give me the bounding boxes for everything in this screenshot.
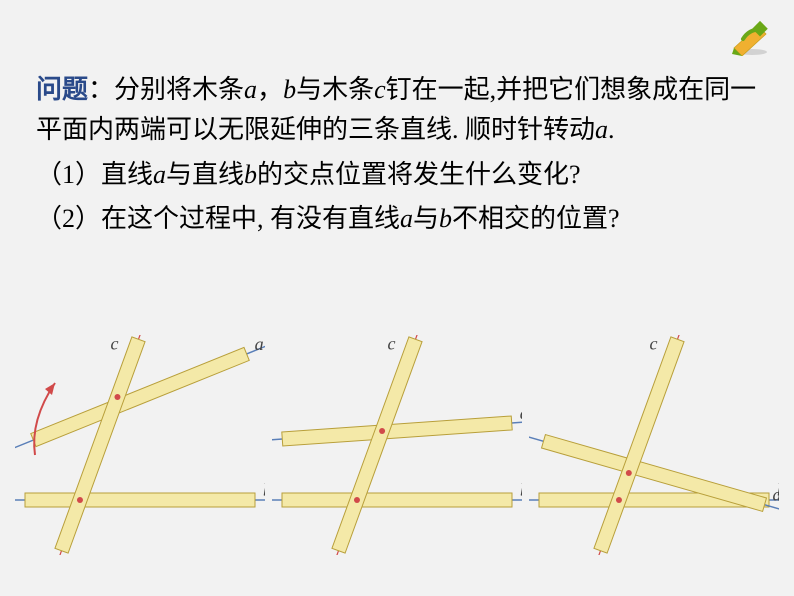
diagram-row: b a c b a c b a c [15, 335, 779, 555]
svg-text:c: c [387, 335, 395, 353]
svg-text:a: a [520, 403, 522, 423]
question-1: （1）直线a与直线b的交点位置将发生什么变化? [36, 155, 758, 195]
svg-text:c: c [110, 335, 118, 353]
diagram-3: bac [529, 335, 779, 555]
intro-line: 问题：分别将木条a，b与木条c钉在一起,并把它们想象成在同一平面内两端可以无限延… [36, 70, 758, 151]
svg-text:a: a [773, 485, 779, 505]
diagram-2: b a c [272, 335, 522, 555]
svg-text:c: c [649, 335, 657, 353]
question-2: （2）在这个过程中, 有没有直线a与b不相交的位置? [36, 199, 758, 239]
var-c: c [374, 75, 386, 104]
problem-label: 问题 [36, 75, 88, 104]
svg-text:a: a [255, 335, 264, 354]
svg-text:b: b [520, 480, 522, 500]
corner-decoration-icon [728, 20, 772, 61]
var-b: b [283, 75, 296, 104]
var-a: a [244, 75, 257, 104]
problem-text: 问题：分别将木条a，b与木条c钉在一起,并把它们想象成在同一平面内两端可以无限延… [0, 0, 794, 239]
diagram-1: b a c [15, 335, 265, 555]
pencil-icon [728, 20, 772, 56]
svg-text:b: b [263, 480, 265, 500]
